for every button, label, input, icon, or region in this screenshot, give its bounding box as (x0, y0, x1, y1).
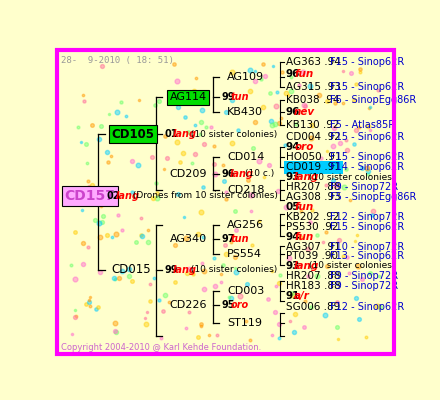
Text: CD226: CD226 (170, 300, 207, 310)
Text: AG307 .91: AG307 .91 (286, 242, 341, 252)
Text: AG109: AG109 (227, 72, 264, 82)
Text: lang: lang (173, 265, 197, 275)
Text: F9 - Sinop72R: F9 - Sinop72R (330, 182, 398, 192)
Text: F13 - Sinop62R: F13 - Sinop62R (330, 251, 404, 261)
Text: a/r: a/r (294, 291, 310, 301)
Text: HR207 .88: HR207 .88 (286, 271, 341, 281)
Text: oro: oro (294, 142, 314, 152)
Text: AG340: AG340 (170, 234, 207, 244)
Text: F15 - Sinop62R: F15 - Sinop62R (330, 57, 404, 67)
Text: CD157: CD157 (64, 189, 115, 203)
Text: AG256: AG256 (227, 220, 264, 230)
Text: CD019 .91: CD019 .91 (286, 162, 341, 172)
Text: AG315 .93: AG315 .93 (286, 82, 341, 92)
Text: F10 - Sinop72R: F10 - Sinop72R (330, 242, 404, 252)
Text: AG308 .93: AG308 .93 (286, 192, 341, 202)
Text: F14 - Sinop62R: F14 - Sinop62R (330, 162, 404, 172)
Text: AG114: AG114 (170, 92, 207, 102)
Text: F5 - SinopEgg86R: F5 - SinopEgg86R (330, 192, 417, 202)
Text: 99: 99 (164, 265, 178, 275)
Text: F9 - Sinop72R: F9 - Sinop72R (330, 281, 398, 291)
Text: KB202 .92: KB202 .92 (286, 212, 339, 222)
Text: F15 - Sinop62R: F15 - Sinop62R (330, 152, 404, 162)
Text: ST119: ST119 (227, 318, 262, 328)
Text: fun: fun (294, 202, 313, 212)
Text: CD015: CD015 (112, 263, 151, 276)
Text: 01: 01 (164, 129, 178, 139)
Text: (10 sister colonies): (10 sister colonies) (187, 130, 277, 139)
Text: HR183 .88: HR183 .88 (286, 281, 341, 291)
Text: F12 - Sinop72R: F12 - Sinop72R (330, 212, 404, 222)
Text: CD209: CD209 (170, 168, 207, 178)
Text: F5 - Atlas85R: F5 - Atlas85R (330, 120, 395, 130)
Text: Copyright 2004-2010 @ Karl Kehde Foundation.: Copyright 2004-2010 @ Karl Kehde Foundat… (61, 343, 261, 352)
Text: 05: 05 (286, 202, 301, 212)
Text: oro: oro (230, 300, 249, 310)
Text: F15 - Sinop62R: F15 - Sinop62R (330, 82, 404, 92)
Text: KB430: KB430 (227, 107, 263, 117)
Text: lang: lang (115, 191, 139, 201)
Text: CD105: CD105 (112, 128, 154, 141)
Text: (Drones from 10 sister colonies): (Drones from 10 sister colonies) (130, 191, 278, 200)
Text: PS554: PS554 (227, 249, 262, 259)
Text: 93: 93 (286, 261, 301, 271)
Text: F12 - Sinop62R: F12 - Sinop62R (330, 302, 404, 312)
Text: 94: 94 (286, 142, 301, 152)
Text: fun: fun (294, 232, 313, 242)
Text: F9 - Sinop72R: F9 - Sinop72R (330, 271, 398, 281)
Text: lang: lang (294, 261, 319, 271)
Text: PT039 .90: PT039 .90 (286, 251, 338, 261)
Text: 96: 96 (286, 107, 301, 117)
Text: 95: 95 (222, 300, 235, 310)
Text: 93: 93 (286, 172, 301, 182)
Text: 02: 02 (107, 191, 121, 201)
Text: 99: 99 (222, 92, 235, 102)
Text: tun: tun (230, 234, 249, 244)
Text: PS530 .92: PS530 .92 (286, 222, 338, 232)
Text: 94: 94 (286, 232, 301, 242)
Text: (10 c.): (10 c.) (245, 169, 274, 178)
Text: CD003: CD003 (227, 286, 264, 296)
Text: CD014: CD014 (227, 152, 264, 162)
Text: 96: 96 (286, 69, 301, 79)
Text: fun: fun (294, 69, 313, 79)
Text: HR207 .88: HR207 .88 (286, 182, 341, 192)
Text: CD218: CD218 (227, 186, 264, 196)
Text: F6 - SinopEgg86R: F6 - SinopEgg86R (330, 95, 416, 105)
Text: lang: lang (230, 168, 254, 178)
Text: lang: lang (294, 172, 319, 182)
Text: 91: 91 (286, 291, 301, 301)
Text: (10 sister colonies): (10 sister colonies) (187, 265, 277, 274)
Text: F15 - Sinop62R: F15 - Sinop62R (330, 132, 404, 142)
Text: KB038 .94: KB038 .94 (286, 95, 339, 105)
Text: (10 sister colonies): (10 sister colonies) (309, 262, 396, 270)
Text: CD004 .92: CD004 .92 (286, 132, 341, 142)
Text: 28-  9-2010 ( 18: 51): 28- 9-2010 ( 18: 51) (61, 56, 174, 65)
Text: HO050 .91: HO050 .91 (286, 152, 341, 162)
Text: (10 sister colonies): (10 sister colonies) (309, 173, 396, 182)
Text: tun: tun (230, 92, 249, 102)
Text: lang: lang (173, 129, 197, 139)
Text: nev: nev (294, 107, 315, 117)
Text: AG363 .94: AG363 .94 (286, 57, 341, 67)
Text: F15 - Sinop62R: F15 - Sinop62R (330, 222, 404, 232)
Text: 97: 97 (222, 234, 235, 244)
Text: KB130 .92: KB130 .92 (286, 120, 339, 130)
Text: SG006 .89: SG006 .89 (286, 302, 340, 312)
Text: 96: 96 (222, 168, 235, 178)
